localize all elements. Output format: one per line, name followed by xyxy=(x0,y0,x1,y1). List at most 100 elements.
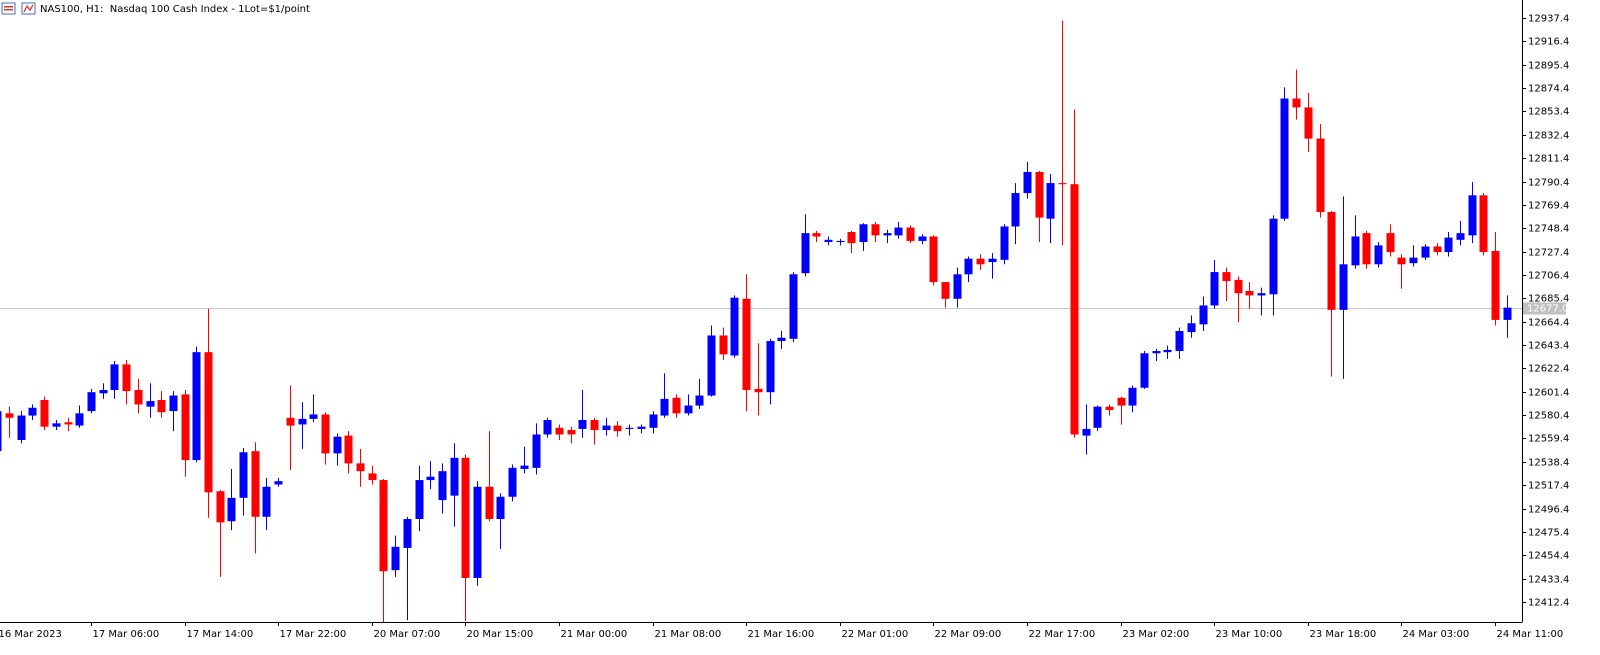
candle-body xyxy=(894,227,903,236)
candle-body xyxy=(99,389,108,394)
candle-body xyxy=(1011,193,1020,227)
candle-body xyxy=(75,413,84,426)
candle-body xyxy=(216,491,225,523)
candle-body xyxy=(812,233,821,237)
candle-body xyxy=(122,364,131,392)
candle-body xyxy=(789,274,798,339)
icon-line xyxy=(4,9,13,11)
candle-body xyxy=(824,239,833,243)
candle-body xyxy=(1023,171,1032,194)
candle-body xyxy=(286,417,295,426)
candle-body xyxy=(1327,212,1336,310)
y-tick-label: 12769.4 xyxy=(1528,201,1569,212)
candle-body xyxy=(1128,387,1137,406)
x-tick-label: 23 Mar 18:00 xyxy=(1310,629,1377,640)
candle-body xyxy=(169,395,178,412)
y-tick-label: 12475.4 xyxy=(1528,528,1569,539)
candle-body xyxy=(1163,349,1172,353)
candle-body xyxy=(1397,257,1406,265)
candle-body xyxy=(146,401,155,407)
candle-body xyxy=(660,398,669,416)
candle-body xyxy=(1456,233,1465,240)
y-tick-label: 12412.4 xyxy=(1528,598,1569,609)
candle-body xyxy=(1175,331,1184,352)
candle-body xyxy=(64,422,73,425)
candle-body xyxy=(906,227,915,241)
candle-body xyxy=(1257,293,1266,296)
candle-body xyxy=(1093,406,1102,428)
candle-body xyxy=(426,476,435,481)
candle-body xyxy=(964,258,973,275)
candle-body xyxy=(625,427,634,429)
candle-body xyxy=(555,427,564,435)
candle-body xyxy=(602,425,611,431)
candle-body xyxy=(1070,184,1079,435)
y-tick-label: 12706.4 xyxy=(1528,271,1569,282)
candle-body xyxy=(883,233,892,236)
candle-body xyxy=(742,298,751,390)
candle-body xyxy=(754,388,763,393)
x-tick-label: 22 Mar 01:00 xyxy=(842,629,909,640)
y-tick-label: 12601.4 xyxy=(1528,388,1569,399)
candle-body xyxy=(0,411,2,452)
y-tick-label: 12664.4 xyxy=(1528,318,1569,329)
candle-body xyxy=(532,434,541,468)
y-tick-label: 12517.4 xyxy=(1528,481,1569,492)
candle-body xyxy=(543,420,552,435)
candle-body xyxy=(871,224,880,236)
candle-body xyxy=(473,486,482,578)
x-tick-label: 22 Mar 09:00 xyxy=(935,629,1002,640)
candle-body xyxy=(1234,279,1243,294)
icon-chart-line xyxy=(23,4,34,13)
candle-body xyxy=(1046,183,1055,219)
candle-body xyxy=(333,436,342,454)
candle-body xyxy=(859,224,868,243)
y-tick-label: 12874.4 xyxy=(1528,84,1569,95)
candle-body xyxy=(1479,195,1488,253)
y-tick-label: 12433.4 xyxy=(1528,575,1569,586)
candle-body xyxy=(391,546,400,571)
candle-body xyxy=(567,430,576,435)
icon-line xyxy=(4,6,13,8)
candle-body xyxy=(344,435,353,464)
candle-body xyxy=(1304,107,1313,139)
candle-body xyxy=(87,392,96,412)
x-tick-label: 20 Mar 15:00 xyxy=(467,629,534,640)
candle-body xyxy=(461,457,470,578)
candle-body xyxy=(28,407,37,416)
candle-body xyxy=(695,395,704,406)
candle-body xyxy=(1035,171,1044,218)
candle-body xyxy=(637,426,646,429)
candle-body xyxy=(1222,272,1231,281)
candle-body xyxy=(204,352,213,493)
candle-body xyxy=(719,335,728,355)
y-tick-label: 12538.4 xyxy=(1528,458,1569,469)
candle-body xyxy=(192,352,201,461)
y-tick-label: 12895.4 xyxy=(1528,61,1569,72)
candle-body xyxy=(941,282,950,299)
icon-menu[interactable] xyxy=(1,2,16,15)
candle-body xyxy=(1444,237,1453,253)
candle-body xyxy=(508,467,517,497)
x-tick-label: 21 Mar 16:00 xyxy=(748,629,815,640)
candle-body xyxy=(1187,323,1196,333)
candle-body xyxy=(649,414,658,428)
candle-body xyxy=(1210,272,1219,306)
candle-body xyxy=(262,486,271,517)
y-tick-label: 12643.4 xyxy=(1528,341,1569,352)
x-tick-label: 21 Mar 08:00 xyxy=(655,629,722,640)
candle-body xyxy=(578,420,587,429)
candle-body xyxy=(953,274,962,299)
candle-body xyxy=(40,399,49,427)
y-tick-label: 12937.4 xyxy=(1528,14,1569,25)
candle-body xyxy=(321,414,330,454)
candle-body xyxy=(298,418,307,425)
x-tick-label: 16 Mar 2023 xyxy=(0,629,62,640)
header-icons xyxy=(1,2,36,15)
candle-body xyxy=(1468,195,1477,236)
candle-body xyxy=(368,473,377,481)
candle-body xyxy=(929,236,938,283)
candle-body xyxy=(52,423,61,427)
candle-body xyxy=(707,335,716,396)
